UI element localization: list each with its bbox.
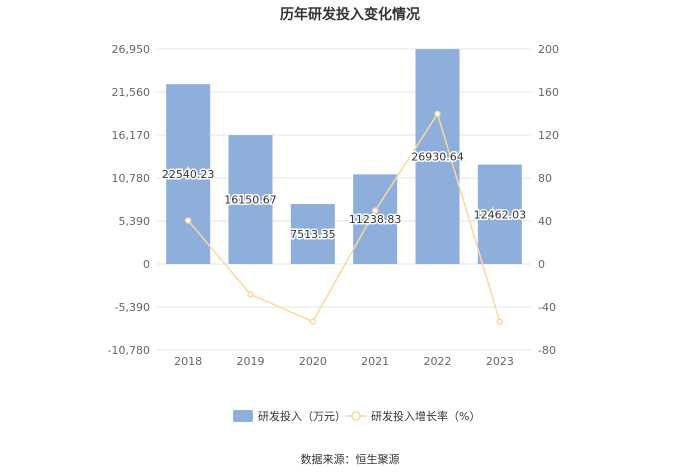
legend-bar-swatch [233, 410, 253, 422]
left-tick-label: 26,950 [112, 43, 151, 56]
left-tick-label: 21,560 [112, 86, 151, 99]
left-tick-label: 0 [143, 258, 150, 271]
right-tick-label: 80 [538, 172, 552, 185]
growth-point-2019 [247, 291, 254, 298]
bar-value-label: 22540.23 [162, 168, 215, 181]
left-axis: 26,950 21,560 16,170 10,780 5,390 0 -5,390 -10,… [108, 43, 150, 357]
right-tick-label: -40 [538, 301, 556, 314]
left-tick-label: -5,390 [115, 301, 150, 314]
legend-line-marker [351, 411, 361, 421]
left-tick-label: 5,390 [119, 215, 151, 228]
right-tick-label: 200 [538, 43, 559, 56]
growth-point-2022 [434, 110, 441, 118]
bar-value-label: 12462.03 [474, 208, 527, 221]
x-tick-label: 2019 [237, 355, 265, 368]
bar-value-labels: 22540.23 16150.67 7513.35 11238.83 26930.64 1… [160, 149, 527, 242]
right-tick-label: 120 [538, 129, 559, 142]
bar-2023 [477, 164, 522, 264]
bar-2019 [228, 135, 273, 264]
bar-value-label: 26930.64 [411, 151, 464, 164]
bar-2020 [290, 204, 335, 264]
right-axis: 200 160 120 80 40 0 -40 -80 [538, 43, 559, 357]
growth-point-2020 [309, 318, 317, 325]
legend-bar-label: 研发投入（万元） [258, 409, 346, 423]
left-tick-label: 16,170 [112, 129, 151, 142]
x-tick-label: 2022 [424, 355, 452, 368]
right-tick-label: -80 [538, 344, 556, 357]
bar-value-label: 11238.83 [349, 213, 402, 226]
right-tick-label: 0 [538, 258, 545, 271]
growth-line [184, 110, 504, 325]
x-axis: 2018 2019 2020 2021 2022 2023 [174, 355, 514, 368]
x-tick-label: 2021 [361, 355, 389, 368]
right-tick-label: 40 [538, 215, 552, 228]
legend: 研发投入（万元） 研发投入增长率（%） [233, 409, 480, 423]
left-tick-label: 10,780 [112, 172, 151, 185]
bar-value-label: 7513.35 [290, 228, 336, 241]
x-tick-label: 2023 [486, 355, 514, 368]
right-tick-label: 160 [538, 86, 559, 99]
x-tick-label: 2018 [174, 355, 202, 368]
chart-title: 历年研发投入变化情况 [280, 7, 420, 23]
growth-point-2018 [184, 217, 192, 224]
bar-2018 [166, 84, 211, 264]
left-tick-label: -10,780 [108, 344, 150, 357]
source-note: 数据来源：恒生聚源 [300, 453, 400, 466]
growth-line-path [187, 112, 501, 323]
gridlines [157, 48, 531, 351]
legend-line-label: 研发投入增长率（%） [371, 409, 480, 423]
x-tick-label: 2020 [299, 355, 327, 368]
growth-point-2021 [371, 207, 379, 214]
bars [166, 49, 522, 264]
bar-2022 [415, 49, 460, 264]
growth-point-2023 [496, 318, 504, 325]
bar-value-label: 16150.67 [224, 194, 277, 207]
